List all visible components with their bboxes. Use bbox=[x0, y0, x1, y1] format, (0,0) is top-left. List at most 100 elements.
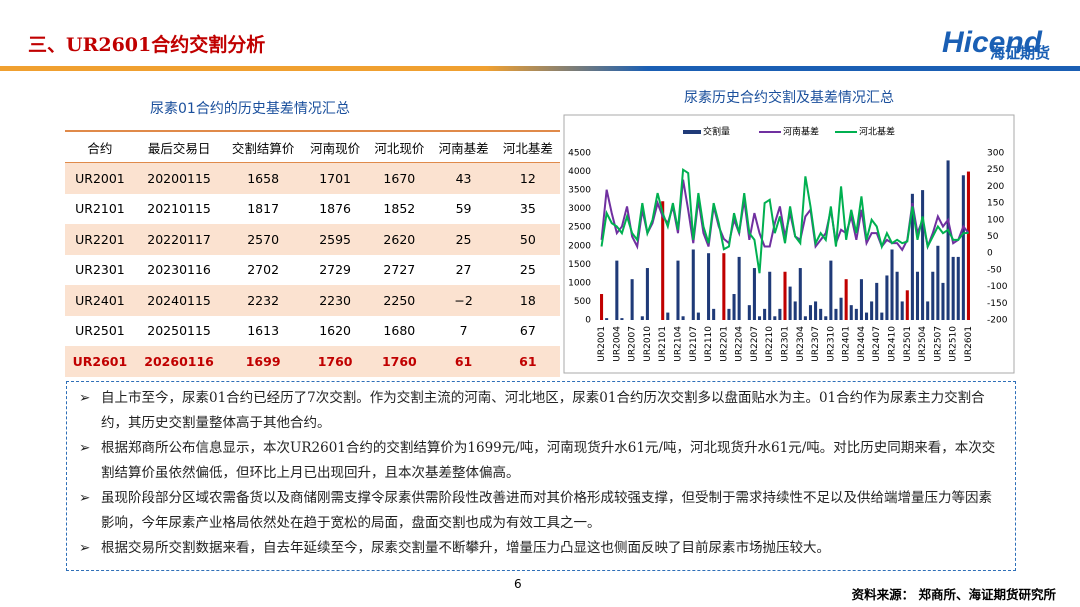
table-cell: 1658 bbox=[223, 162, 303, 194]
table-row: UR2501 20250115 1613 1620 1680 7 67 bbox=[65, 316, 560, 347]
column-header: 河北现价 bbox=[367, 130, 432, 163]
table-cell: UR2301 bbox=[75, 262, 125, 278]
y2-tick-label: -50 bbox=[987, 265, 1002, 275]
text-box: ➢ 自上市至今，尿素01合约已经历了7次交割。作为交割主流的河南、河北地区，尿素0… bbox=[66, 381, 1016, 571]
bar bbox=[727, 308, 731, 320]
header-row: 合约 最后交易日 交割结算价 河南现价 河北现价 河南基差 河北基差 bbox=[65, 130, 560, 163]
x-tick-label: UR2204 bbox=[735, 326, 745, 362]
bar bbox=[666, 312, 670, 320]
bar bbox=[854, 308, 858, 320]
bar bbox=[768, 271, 772, 320]
table-cell: 1817 bbox=[247, 201, 280, 217]
table-cell: 25 bbox=[519, 262, 536, 278]
bar bbox=[681, 316, 685, 320]
x-tick-label: UR2310 bbox=[826, 326, 836, 362]
table-cell: 50 bbox=[495, 224, 560, 255]
table: 合约 最后交易日 交割结算价 河南现价 河北现价 河南基差 河北基差 UR2001 202001… bbox=[65, 130, 560, 377]
bar bbox=[946, 160, 950, 320]
bar bbox=[936, 245, 940, 320]
table-cell: 20250115 bbox=[147, 323, 211, 339]
x-tick-label: UR2404 bbox=[857, 326, 867, 362]
column-header: 河南基差 bbox=[431, 130, 496, 163]
bar bbox=[910, 193, 914, 320]
y-tick-label: 1000 bbox=[568, 278, 591, 288]
x-tick-label: UR2004 bbox=[612, 326, 622, 362]
y2-tick-label: -100 bbox=[987, 282, 1008, 292]
x-tick-label: UR2507 bbox=[933, 326, 943, 362]
bar bbox=[773, 316, 777, 320]
table-cell: 2232 bbox=[223, 285, 303, 316]
column-header: 河南现价 bbox=[302, 130, 368, 163]
bar bbox=[737, 256, 741, 320]
bar bbox=[819, 308, 823, 320]
bar bbox=[696, 312, 700, 320]
table-cell: 1760 bbox=[302, 346, 368, 377]
y2-tick-label: 200 bbox=[987, 182, 1004, 192]
bar bbox=[620, 318, 624, 320]
table-cell: 7 bbox=[459, 323, 468, 339]
line bbox=[600, 167, 969, 274]
y-tick-label: 1500 bbox=[568, 260, 591, 270]
table-cell: 2250 bbox=[367, 285, 432, 316]
bar bbox=[788, 286, 792, 320]
x-tick-label: UR2304 bbox=[796, 326, 806, 362]
bullet-marker: ➢ bbox=[79, 390, 91, 406]
bar bbox=[808, 305, 813, 320]
bar bbox=[966, 171, 970, 320]
bar bbox=[905, 290, 909, 320]
bar bbox=[844, 279, 848, 320]
bar bbox=[605, 318, 609, 320]
bar bbox=[951, 256, 955, 320]
table-cell: 61 bbox=[431, 346, 496, 377]
bar bbox=[676, 260, 680, 320]
table-cell: 20210115 bbox=[147, 201, 211, 217]
table-cell: 2595 bbox=[302, 224, 368, 255]
header-bar bbox=[0, 66, 1080, 71]
y-tick-label: 4000 bbox=[568, 167, 591, 177]
bar bbox=[752, 268, 756, 320]
chart-frame bbox=[563, 114, 1015, 374]
bullet-text: 根据郑商所公布信息显示，本次UR2601合约的交割结算价为1699元/吨，河南现… bbox=[101, 440, 996, 481]
y-tick-label: 3000 bbox=[568, 204, 591, 214]
bar bbox=[875, 282, 879, 320]
chart-title: 尿素历史合约交割及基差情况汇总 bbox=[684, 89, 894, 106]
y2-tick-label: 0 bbox=[987, 249, 993, 259]
bullet-marker: ➢ bbox=[79, 540, 91, 556]
x-tick-label: UR2201 bbox=[719, 326, 729, 362]
bullet: ➢ 自上市至今，尿素01合约已经历了7次交割。作为交割主流的河南、河北地区，尿素0… bbox=[79, 386, 1005, 436]
table-cell: 20200115 bbox=[134, 162, 224, 194]
bar bbox=[615, 260, 619, 320]
bar bbox=[859, 279, 863, 320]
column-header: 河北基差 bbox=[495, 130, 560, 163]
bar bbox=[865, 312, 869, 320]
column-header: 合约 bbox=[65, 130, 135, 163]
table-cell: 2570 bbox=[223, 224, 303, 255]
bar bbox=[870, 301, 874, 320]
table-cell: 43 bbox=[431, 162, 496, 194]
y-tick-label: 4500 bbox=[568, 149, 591, 159]
x-tick-label: UR2407 bbox=[872, 326, 882, 362]
table-cell: UR2201 bbox=[65, 224, 135, 255]
y2-tick-label: 300 bbox=[987, 149, 1004, 159]
bar bbox=[793, 301, 797, 320]
x-tick-label: UR2510 bbox=[949, 326, 959, 362]
legend-label: 交割量 bbox=[703, 126, 730, 138]
legend-swatch bbox=[683, 130, 701, 134]
bar bbox=[895, 271, 899, 320]
bar bbox=[829, 260, 833, 320]
y-tick-label: 500 bbox=[574, 297, 591, 307]
legend-label: 河南基差 bbox=[783, 126, 819, 138]
table-cell: 1620 bbox=[319, 323, 351, 339]
source: 资料来源： 郑商所、海证期货研究所 bbox=[851, 587, 1056, 602]
column-header: 交割结算价 bbox=[223, 130, 303, 163]
bar bbox=[661, 201, 665, 320]
x-tick-label: UR2210 bbox=[765, 326, 775, 362]
y2-tick-label: 150 bbox=[987, 199, 1004, 209]
table-cell: 20260116 bbox=[134, 346, 224, 377]
table-cell: 1670 bbox=[367, 162, 432, 194]
table-cell: 25 bbox=[431, 224, 496, 255]
x-tick-label: UR2504 bbox=[918, 326, 928, 362]
bar bbox=[941, 282, 945, 320]
table-cell: 20240115 bbox=[134, 285, 224, 316]
bullet-marker: ➢ bbox=[79, 440, 91, 456]
